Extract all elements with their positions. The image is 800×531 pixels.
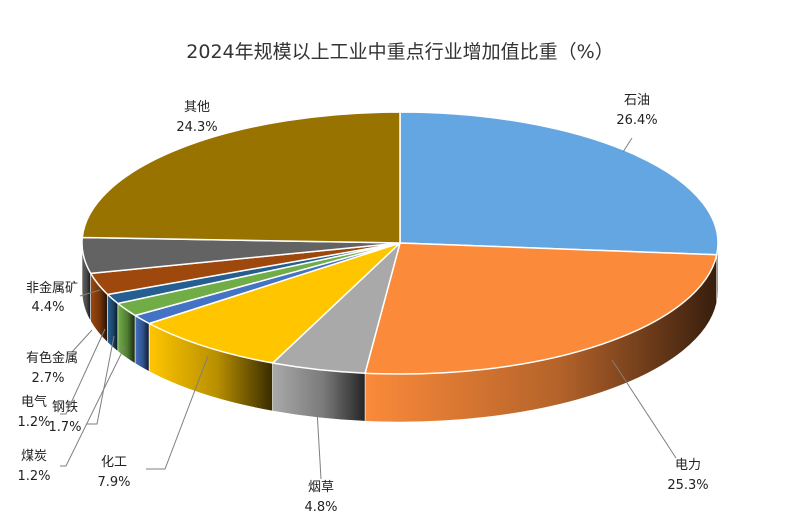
slice-value-0: 26.4%: [616, 113, 657, 128]
leader-line-5: [87, 335, 115, 425]
slice-side-4: [134, 314, 150, 373]
slice-value-1: 25.3%: [667, 478, 708, 493]
slice-label-9: 其他: [184, 100, 210, 115]
chart-title: 2024年规模以上工业中重点行业增加值比重（%）: [186, 41, 613, 63]
slice-value-8: 4.4%: [31, 300, 64, 315]
slice-value-4: 1.2%: [17, 469, 50, 484]
slice-0: [399, 111, 719, 256]
slice-label-1: 电力: [675, 458, 701, 473]
slice-label-8: 非金属矿: [26, 280, 78, 296]
pie-layer: [81, 111, 719, 423]
slice-9: [81, 111, 401, 244]
leader-line-4: [60, 345, 126, 467]
slice-label-3: 化工: [101, 455, 127, 470]
slice-value-9: 24.3%: [176, 120, 217, 135]
slice-label-0: 石油: [624, 93, 650, 108]
slice-label-7: 有色金属: [26, 350, 78, 366]
slice-label-5: 钢铁: [52, 400, 78, 415]
leader-line-0: [622, 137, 633, 153]
slice-1: [364, 242, 718, 375]
slice-label-6: 电气: [21, 394, 47, 410]
slice-label-4: 煤炭: [21, 449, 47, 464]
slice-value-2: 4.8%: [304, 500, 337, 515]
slice-3: [148, 242, 401, 364]
leader-line-6: [60, 328, 106, 415]
slice-value-3: 7.9%: [97, 475, 130, 490]
leader-line-1: [611, 359, 677, 459]
slice-value-6: 1.2%: [17, 415, 50, 430]
slice-label-2: 烟草: [308, 480, 334, 495]
leader-line-2: [315, 392, 322, 480]
leader-line-3: [146, 355, 209, 470]
slice-value-5: 1.7%: [48, 420, 81, 435]
slice-value-7: 2.7%: [31, 371, 64, 386]
label-layer: 石油26.4%电力25.3%烟草4.8%化工7.9%煤炭1.2%钢铁1.7%电气…: [17, 93, 708, 515]
leader-line-7: [71, 329, 93, 353]
leader-line-8: [79, 289, 101, 297]
